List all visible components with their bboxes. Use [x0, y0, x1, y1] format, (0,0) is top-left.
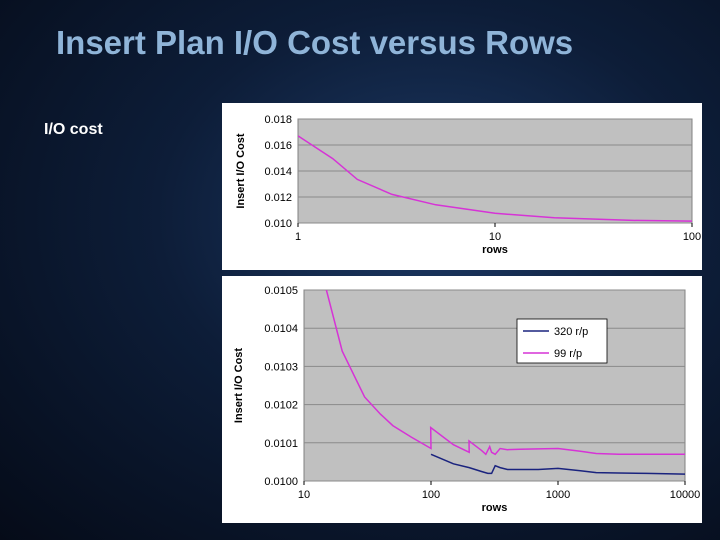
y-tick-label: 0.014 [264, 166, 292, 178]
x-axis-label: rows [482, 502, 508, 514]
y-axis-label: Insert I/O Cost [235, 133, 247, 209]
chart-panel-top: 0.010 0.012 0.014 0.016 0.018 1 10 100 rows Inser… [222, 103, 702, 270]
chart-panel-bottom: 0.0100 0.0101 0.0102 0.0103 0.0104 0.0105 10 10… [222, 276, 702, 523]
x-tick-label: 1000 [546, 489, 570, 501]
x-tick-label: 1 [295, 231, 301, 243]
x-tick-label: 100 [422, 489, 440, 501]
y-tick-label: 0.010 [264, 218, 292, 230]
y-tick-label: 0.0100 [264, 476, 298, 488]
x-tick-label: 10 [298, 489, 310, 501]
bullet-text: I/O cost [44, 121, 103, 138]
series-line-0 [298, 135, 692, 222]
y-tick-label: 0.018 [264, 114, 292, 126]
series-line-1 [325, 290, 685, 456]
x-tick-label: 10000 [670, 489, 701, 501]
x-tick-label: 10 [489, 231, 501, 243]
legend [516, 318, 608, 364]
y-tick-label: 0.0105 [264, 285, 298, 297]
legend-label: 320 r/p [554, 326, 588, 338]
plot-area [303, 289, 686, 482]
y-tick-label: 0.016 [264, 140, 292, 152]
slide-title: Insert Plan I/O Cost versus Rows [56, 24, 574, 61]
y-tick-label: 0.012 [264, 192, 292, 204]
series-line-0 [430, 453, 685, 475]
y-tick-label: 0.0104 [264, 323, 298, 335]
chart-bottom: 0.0100 0.0101 0.0102 0.0103 0.0104 0.0105 10 10… [233, 285, 701, 514]
x-axis-label: rows [482, 244, 508, 256]
x-tick-label: 100 [683, 231, 701, 243]
y-axis-label: Insert I/O Cost [233, 348, 245, 424]
y-tick-label: 0.0103 [264, 361, 298, 373]
y-tick-label: 0.0101 [264, 438, 298, 450]
y-tick-label: 0.0102 [264, 400, 298, 412]
chart-top: 0.010 0.012 0.014 0.016 0.018 1 10 100 rows Inser… [235, 114, 701, 256]
legend-label: 99 r/p [554, 348, 582, 360]
